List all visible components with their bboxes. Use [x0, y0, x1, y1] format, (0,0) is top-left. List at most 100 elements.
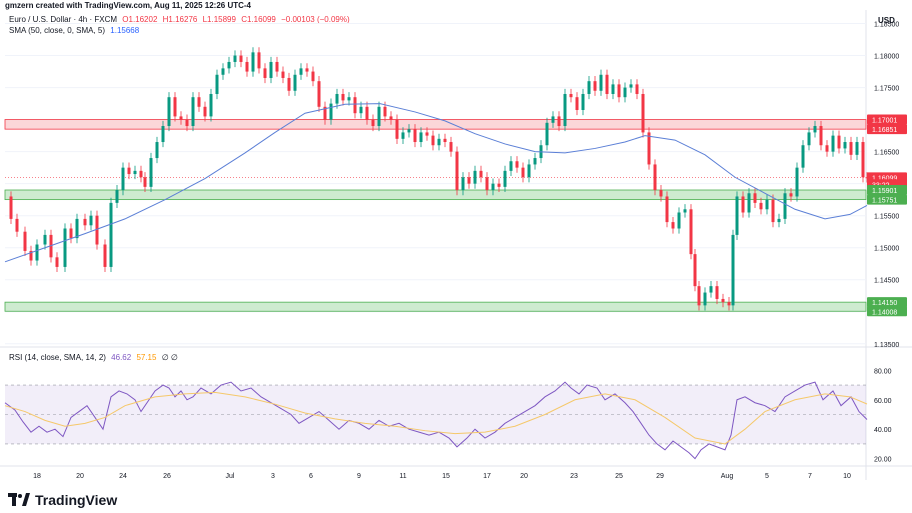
symbol-name: Euro / U.S. Dollar · 4h · FXCM	[9, 15, 118, 24]
candle-body	[143, 177, 147, 187]
candle-body	[311, 71, 315, 82]
candle-body	[109, 202, 113, 267]
candle-body	[383, 106, 387, 117]
candle-body	[359, 106, 363, 114]
candle-body	[299, 68, 303, 75]
candle-body	[721, 298, 725, 303]
price-tick-label: 1.16000	[874, 182, 899, 189]
candle-body	[467, 177, 471, 184]
candle-body	[43, 234, 47, 245]
price-tick-label: 1.14000	[874, 310, 899, 317]
candle-body	[251, 52, 255, 72]
candle-body	[75, 218, 79, 239]
time-tick-label: 7	[808, 473, 812, 480]
price-badge	[867, 124, 907, 135]
candle-body	[461, 177, 465, 191]
candle-body	[479, 170, 483, 178]
symbol-legend[interactable]: Euro / U.S. Dollar · 4h · FXCM O1.16202 …	[9, 15, 353, 24]
time-tick-label: 15	[442, 473, 450, 480]
candle-body	[455, 151, 459, 191]
candle-body	[611, 84, 615, 94]
currency-label[interactable]: USD	[878, 16, 895, 25]
candle-body	[365, 106, 369, 120]
candle-body	[209, 93, 213, 117]
candle-body	[317, 81, 321, 107]
rsi-tick-label: 80.00	[874, 368, 892, 375]
rsi-tail: ∅ ∅	[161, 353, 178, 362]
candle-body	[63, 228, 67, 267]
time-tick-label: 3	[271, 473, 275, 480]
candle-body	[683, 209, 687, 213]
tradingview-brand[interactable]: TradingView	[8, 492, 117, 508]
price-tick-label: 1.18000	[874, 54, 899, 61]
price-badge-label: 1.15751	[872, 198, 897, 205]
candle-body	[753, 193, 757, 203]
candle-body	[173, 97, 177, 117]
price-tick-label: 1.17000	[874, 118, 899, 125]
candle-body	[167, 97, 171, 127]
time-tick-label: Jul	[226, 473, 235, 480]
candle-body	[49, 234, 53, 258]
sma-label: SMA (50, close, 0, SMA, 5)	[9, 26, 106, 35]
rsi-label: RSI (14, close, SMA, 14, 2)	[9, 353, 106, 362]
candle-body	[831, 135, 835, 152]
candle-body	[689, 209, 693, 255]
time-tick-label: 18	[33, 473, 41, 480]
candle-body	[855, 142, 859, 155]
rsi-tick-label: 20.00	[874, 457, 892, 464]
candle-body	[693, 254, 697, 287]
sma-legend[interactable]: SMA (50, close, 0, SMA, 5) 1.15668	[9, 26, 142, 35]
time-tick-label: 25	[615, 473, 623, 480]
rsi-value: 46.62	[111, 353, 132, 362]
candle-body	[197, 97, 201, 107]
candle-body	[789, 193, 793, 197]
price-badge	[867, 179, 907, 190]
candle-body	[735, 196, 739, 235]
candle-body	[115, 190, 119, 203]
candle-body	[149, 158, 153, 187]
candle-body	[23, 231, 27, 251]
candle-body	[741, 196, 745, 213]
candle-body	[557, 116, 561, 127]
candle-body	[801, 145, 805, 168]
sma-line	[4, 103, 868, 263]
candle-body	[335, 93, 339, 104]
ohlc-open: O1.16202	[122, 15, 158, 24]
candle-body	[727, 302, 731, 306]
time-tick-label: 5	[765, 473, 769, 480]
candle-body	[305, 68, 309, 72]
candle-body	[653, 164, 657, 191]
candle-body	[287, 77, 291, 91]
candle-body	[503, 170, 507, 187]
price-badge	[867, 114, 907, 125]
candle-body	[155, 142, 159, 159]
candle-body	[509, 161, 513, 171]
price-badge	[867, 297, 907, 308]
rsi-legend[interactable]: RSI (14, close, SMA, 14, 2) 46.62 57.15 …	[9, 353, 181, 362]
candle-body	[443, 138, 447, 143]
candle-body	[635, 84, 639, 94]
candle-body	[55, 257, 59, 267]
price-badge-label: 1.14150	[872, 300, 897, 307]
support-zone	[4, 301, 867, 312]
time-tick-label: 17	[483, 473, 491, 480]
candle-body	[95, 215, 99, 245]
candle-body	[865, 177, 869, 179]
price-badge-label: 1.16851	[872, 127, 897, 134]
price-tick-label: 1.14500	[874, 278, 899, 285]
candle-body	[731, 234, 735, 306]
candle-body	[709, 286, 713, 293]
candle-body	[281, 71, 285, 78]
candle-body	[665, 196, 669, 223]
candle-body	[697, 286, 701, 306]
candle-body	[849, 142, 853, 155]
candle-body	[575, 97, 579, 111]
time-tick-label: 11	[399, 473, 406, 480]
time-tick-label: 6	[309, 473, 313, 480]
candle-body	[293, 74, 297, 91]
time-tick-label: 26	[163, 473, 171, 480]
candle-body	[191, 97, 195, 127]
candle-body	[527, 164, 531, 178]
ohlc-close: C1.16099	[241, 15, 276, 24]
brand-name: TradingView	[35, 492, 118, 508]
